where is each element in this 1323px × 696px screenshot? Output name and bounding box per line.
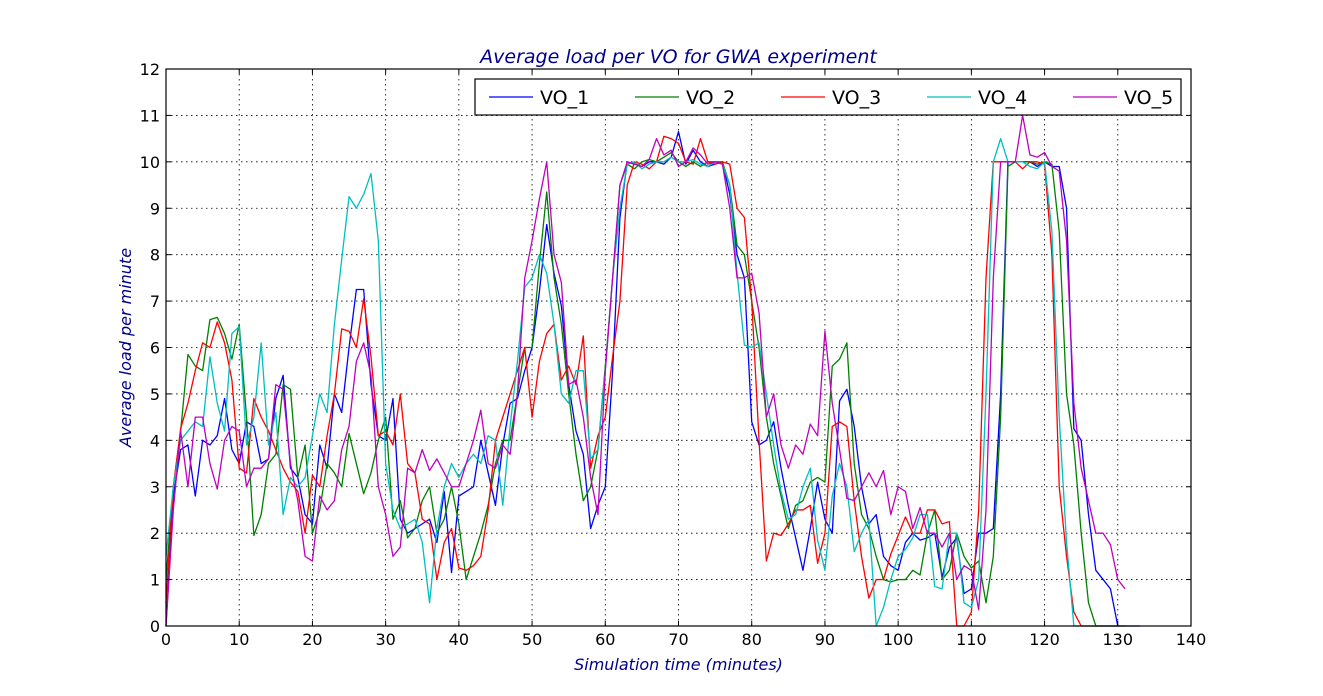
y-tick-label: 5 — [150, 385, 160, 404]
y-tick-label: 1 — [150, 571, 160, 590]
x-tick-label: 60 — [595, 630, 615, 649]
y-tick-label: 7 — [150, 292, 160, 311]
y-tick-label: 6 — [150, 339, 160, 358]
legend-box — [474, 78, 1182, 116]
axis-ticks: 0 10 20 30 40 50 60 70 80 90 100 110 120 130 140012345… — [140, 60, 1207, 649]
x-tick-label: 120 — [1029, 630, 1060, 649]
x-axis-label: Simulation time (minutes) — [574, 655, 783, 674]
y-tick-label: 10 — [140, 153, 160, 172]
y-tick-label: 9 — [150, 199, 160, 218]
y-tick-label: 3 — [150, 478, 160, 497]
legend-entry-label: VO_2 — [686, 87, 735, 109]
x-tick-label: 70 — [668, 630, 688, 649]
series-line-vo-4 — [165, 137, 1118, 627]
series-line-vo-2 — [165, 151, 1126, 627]
y-tick-label: 2 — [150, 524, 160, 543]
x-tick-label: 80 — [742, 630, 762, 649]
x-tick-label: 40 — [449, 630, 469, 649]
chart-title: Average load per VO for GWA experiment — [478, 46, 878, 68]
x-tick-label: 10 — [229, 630, 249, 649]
x-tick-label: 50 — [522, 630, 542, 649]
y-tick-label: 8 — [150, 246, 160, 265]
x-tick-label: 90 — [815, 630, 835, 649]
y-tick-label: 0 — [150, 617, 160, 636]
series-line-vo-5 — [165, 114, 1126, 627]
x-tick-label: 140 — [1176, 630, 1207, 649]
y-axis-label: Average load per minute — [116, 248, 135, 448]
y-tick-label: 12 — [140, 60, 160, 79]
series-lines — [165, 114, 1140, 627]
series-line-vo-1 — [165, 131, 1140, 627]
legend-entry-label: VO_1 — [540, 87, 589, 109]
x-tick-label: 130 — [1103, 630, 1134, 649]
legend: VO_1 VO_2 VO_3 VO_4 VO_5 — [474, 78, 1182, 116]
x-tick-label: 110 — [956, 630, 987, 649]
legend-entry-label: VO_3 — [832, 87, 881, 109]
y-tick-label: 4 — [150, 431, 160, 450]
x-tick-label: 100 — [883, 630, 914, 649]
x-tick-label: 20 — [302, 630, 322, 649]
legend-entry-label: VO_5 — [1124, 87, 1173, 109]
legend-entry-label: VO_4 — [978, 87, 1027, 109]
y-tick-label: 11 — [140, 106, 160, 125]
x-tick-label: 30 — [375, 630, 395, 649]
x-tick-label: 0 — [161, 630, 171, 649]
